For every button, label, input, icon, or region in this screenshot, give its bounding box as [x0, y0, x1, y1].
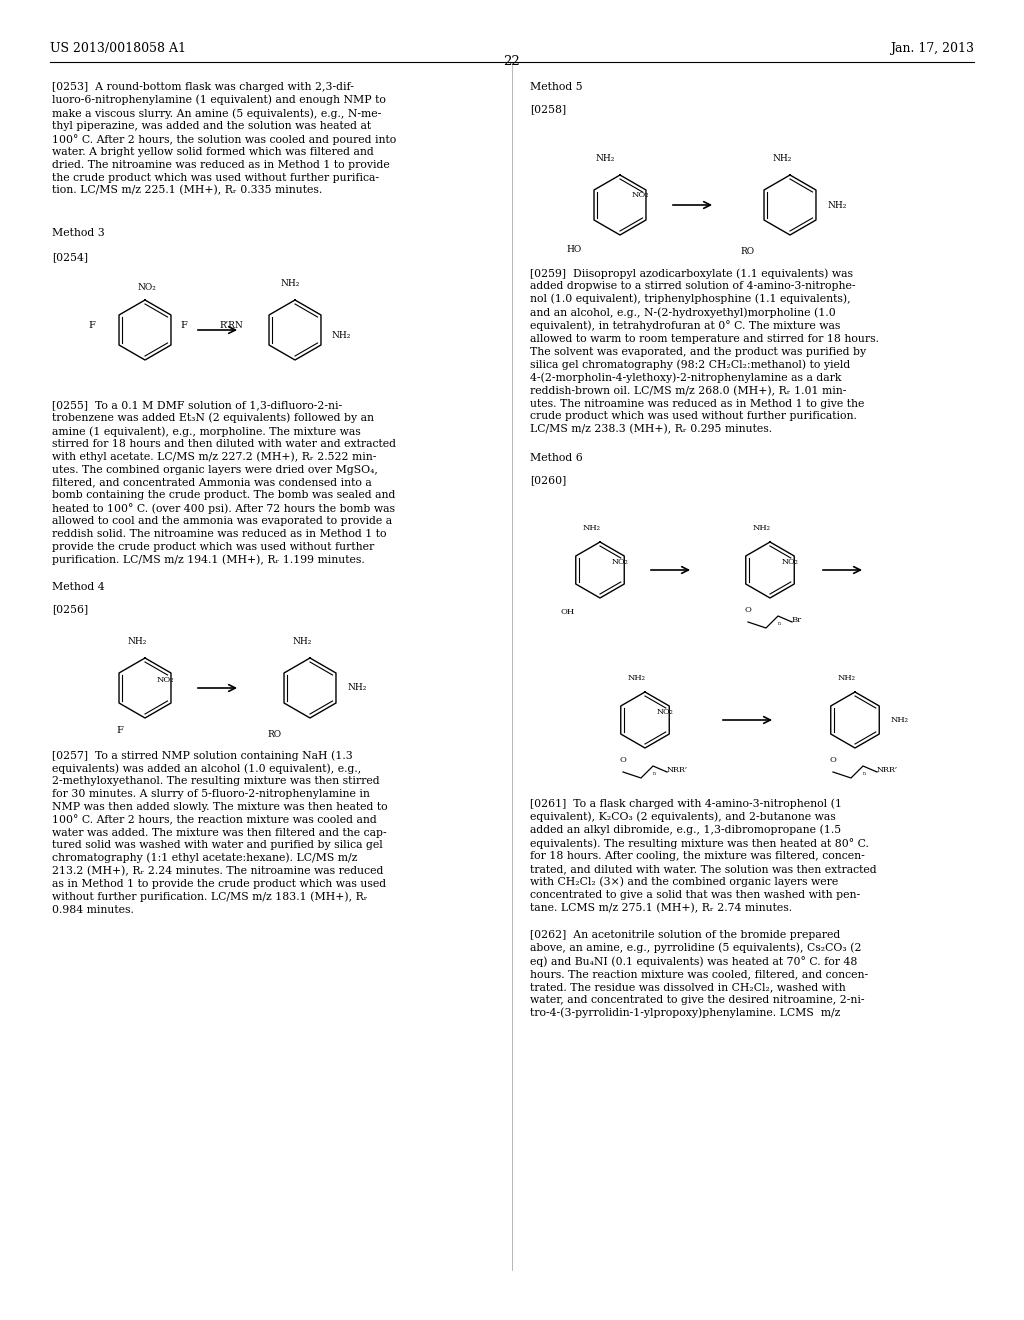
Text: NO₂: NO₂ — [657, 708, 674, 715]
Text: NH₂: NH₂ — [827, 201, 847, 210]
Text: NO₂: NO₂ — [782, 558, 799, 566]
Text: O: O — [744, 606, 752, 614]
Text: NH₂: NH₂ — [595, 154, 614, 162]
Text: NO₂: NO₂ — [612, 558, 629, 566]
Text: NH₂: NH₂ — [292, 638, 311, 645]
Text: NH₂: NH₂ — [891, 715, 909, 723]
Text: O: O — [620, 756, 627, 764]
Text: [0262]  An acetonitrile solution of the bromide prepared
above, an amine, e.g., : [0262] An acetonitrile solution of the b… — [530, 931, 868, 1018]
Text: Jan. 17, 2013: Jan. 17, 2013 — [890, 42, 974, 55]
Text: 22: 22 — [504, 55, 520, 69]
Text: [0258]: [0258] — [530, 104, 566, 114]
Text: [0253]  A round-bottom flask was charged with 2,3-dif-
luoro-6-nitrophenylamine : [0253] A round-bottom flask was charged … — [52, 82, 396, 195]
Text: Method 3: Method 3 — [52, 228, 104, 238]
Text: [0261]  To a flask charged with 4-amino-3-nitrophenol (1
equivalent), K₂CO₃ (2 e: [0261] To a flask charged with 4-amino-3… — [530, 799, 877, 913]
Text: NO₂: NO₂ — [157, 676, 174, 684]
Text: [0254]: [0254] — [52, 252, 88, 261]
Text: OH: OH — [561, 609, 575, 616]
Text: [0255]  To a 0.1 M DMF solution of 1,3-difluoro-2-ni-
trobenzene was added Et₃N : [0255] To a 0.1 M DMF solution of 1,3-di… — [52, 400, 396, 565]
Text: ₙ: ₙ — [778, 619, 781, 627]
Text: ₙ: ₙ — [863, 770, 866, 777]
Text: NO₂: NO₂ — [137, 282, 156, 292]
Text: F: F — [88, 321, 95, 330]
Text: RO: RO — [268, 730, 282, 739]
Text: [0257]  To a stirred NMP solution containing NaH (1.3
equivalents) was added an : [0257] To a stirred NMP solution contain… — [52, 750, 388, 915]
Text: R’RN: R’RN — [219, 321, 243, 330]
Text: ₙ: ₙ — [653, 770, 656, 777]
Text: NRR’: NRR’ — [877, 766, 898, 774]
Text: Method 4: Method 4 — [52, 582, 104, 591]
Text: HO: HO — [566, 246, 582, 253]
Text: NH₂: NH₂ — [628, 675, 646, 682]
Text: [0256]: [0256] — [52, 605, 88, 614]
Text: NO₂: NO₂ — [632, 191, 649, 199]
Text: NH₂: NH₂ — [753, 524, 771, 532]
Text: NH₂: NH₂ — [347, 684, 367, 693]
Text: Method 6: Method 6 — [530, 453, 583, 463]
Text: F: F — [180, 321, 186, 330]
Text: NH₂: NH₂ — [583, 524, 601, 532]
Text: NH₂: NH₂ — [127, 638, 146, 645]
Text: O: O — [829, 756, 837, 764]
Text: [0260]: [0260] — [530, 475, 566, 484]
Text: NH₂: NH₂ — [772, 154, 792, 162]
Text: Method 5: Method 5 — [530, 82, 583, 92]
Text: RO: RO — [741, 247, 755, 256]
Text: F: F — [117, 726, 124, 735]
Text: NH₂: NH₂ — [838, 675, 856, 682]
Text: NRR’: NRR’ — [667, 766, 688, 774]
Text: US 2013/0018058 A1: US 2013/0018058 A1 — [50, 42, 186, 55]
Text: NH₂: NH₂ — [281, 279, 300, 288]
Text: Br: Br — [792, 616, 802, 624]
Text: [0259]  Diisopropyl azodicarboxylate (1.1 equivalents) was
added dropwise to a s: [0259] Diisopropyl azodicarboxylate (1.1… — [530, 268, 879, 434]
Text: NH₂: NH₂ — [332, 330, 351, 339]
